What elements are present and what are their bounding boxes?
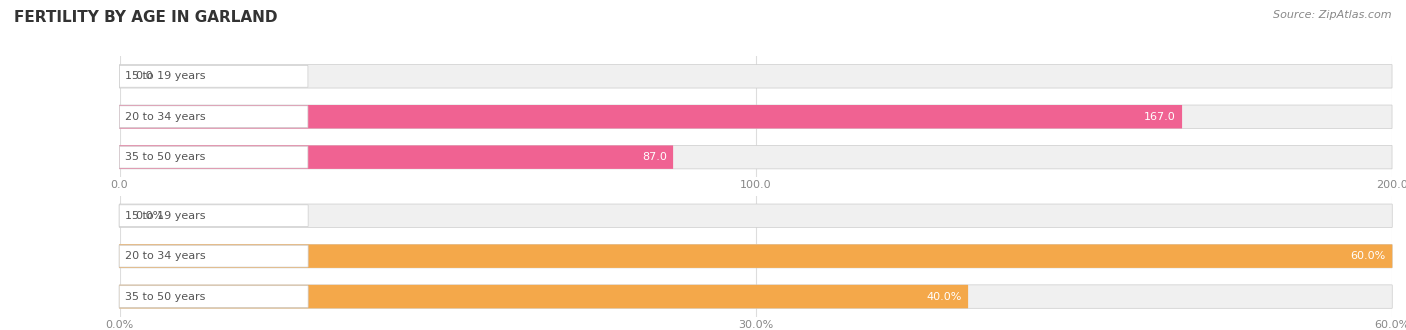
Text: Source: ZipAtlas.com: Source: ZipAtlas.com bbox=[1274, 10, 1392, 20]
FancyBboxPatch shape bbox=[120, 245, 1392, 268]
FancyBboxPatch shape bbox=[120, 146, 673, 169]
FancyBboxPatch shape bbox=[120, 204, 1392, 227]
Text: 167.0: 167.0 bbox=[1144, 112, 1175, 122]
FancyBboxPatch shape bbox=[120, 65, 308, 87]
Text: 35 to 50 years: 35 to 50 years bbox=[125, 152, 205, 162]
Text: 0.0: 0.0 bbox=[135, 71, 152, 81]
FancyBboxPatch shape bbox=[120, 105, 1182, 128]
Text: 35 to 50 years: 35 to 50 years bbox=[125, 292, 205, 302]
Text: 87.0: 87.0 bbox=[641, 152, 666, 162]
Text: 0.0%: 0.0% bbox=[135, 211, 163, 221]
Text: 40.0%: 40.0% bbox=[927, 292, 962, 302]
FancyBboxPatch shape bbox=[120, 285, 969, 308]
Text: 60.0%: 60.0% bbox=[1350, 251, 1385, 261]
Text: 20 to 34 years: 20 to 34 years bbox=[125, 251, 205, 261]
FancyBboxPatch shape bbox=[120, 245, 308, 267]
FancyBboxPatch shape bbox=[120, 65, 1392, 88]
FancyBboxPatch shape bbox=[120, 106, 308, 128]
Text: FERTILITY BY AGE IN GARLAND: FERTILITY BY AGE IN GARLAND bbox=[14, 10, 277, 25]
Text: 20 to 34 years: 20 to 34 years bbox=[125, 112, 205, 122]
FancyBboxPatch shape bbox=[120, 146, 1392, 169]
FancyBboxPatch shape bbox=[120, 245, 1392, 268]
FancyBboxPatch shape bbox=[120, 105, 1392, 128]
Text: 15 to 19 years: 15 to 19 years bbox=[125, 71, 205, 81]
FancyBboxPatch shape bbox=[120, 205, 308, 227]
FancyBboxPatch shape bbox=[120, 285, 1392, 308]
FancyBboxPatch shape bbox=[120, 286, 308, 308]
Text: 15 to 19 years: 15 to 19 years bbox=[125, 211, 205, 221]
FancyBboxPatch shape bbox=[120, 146, 308, 168]
